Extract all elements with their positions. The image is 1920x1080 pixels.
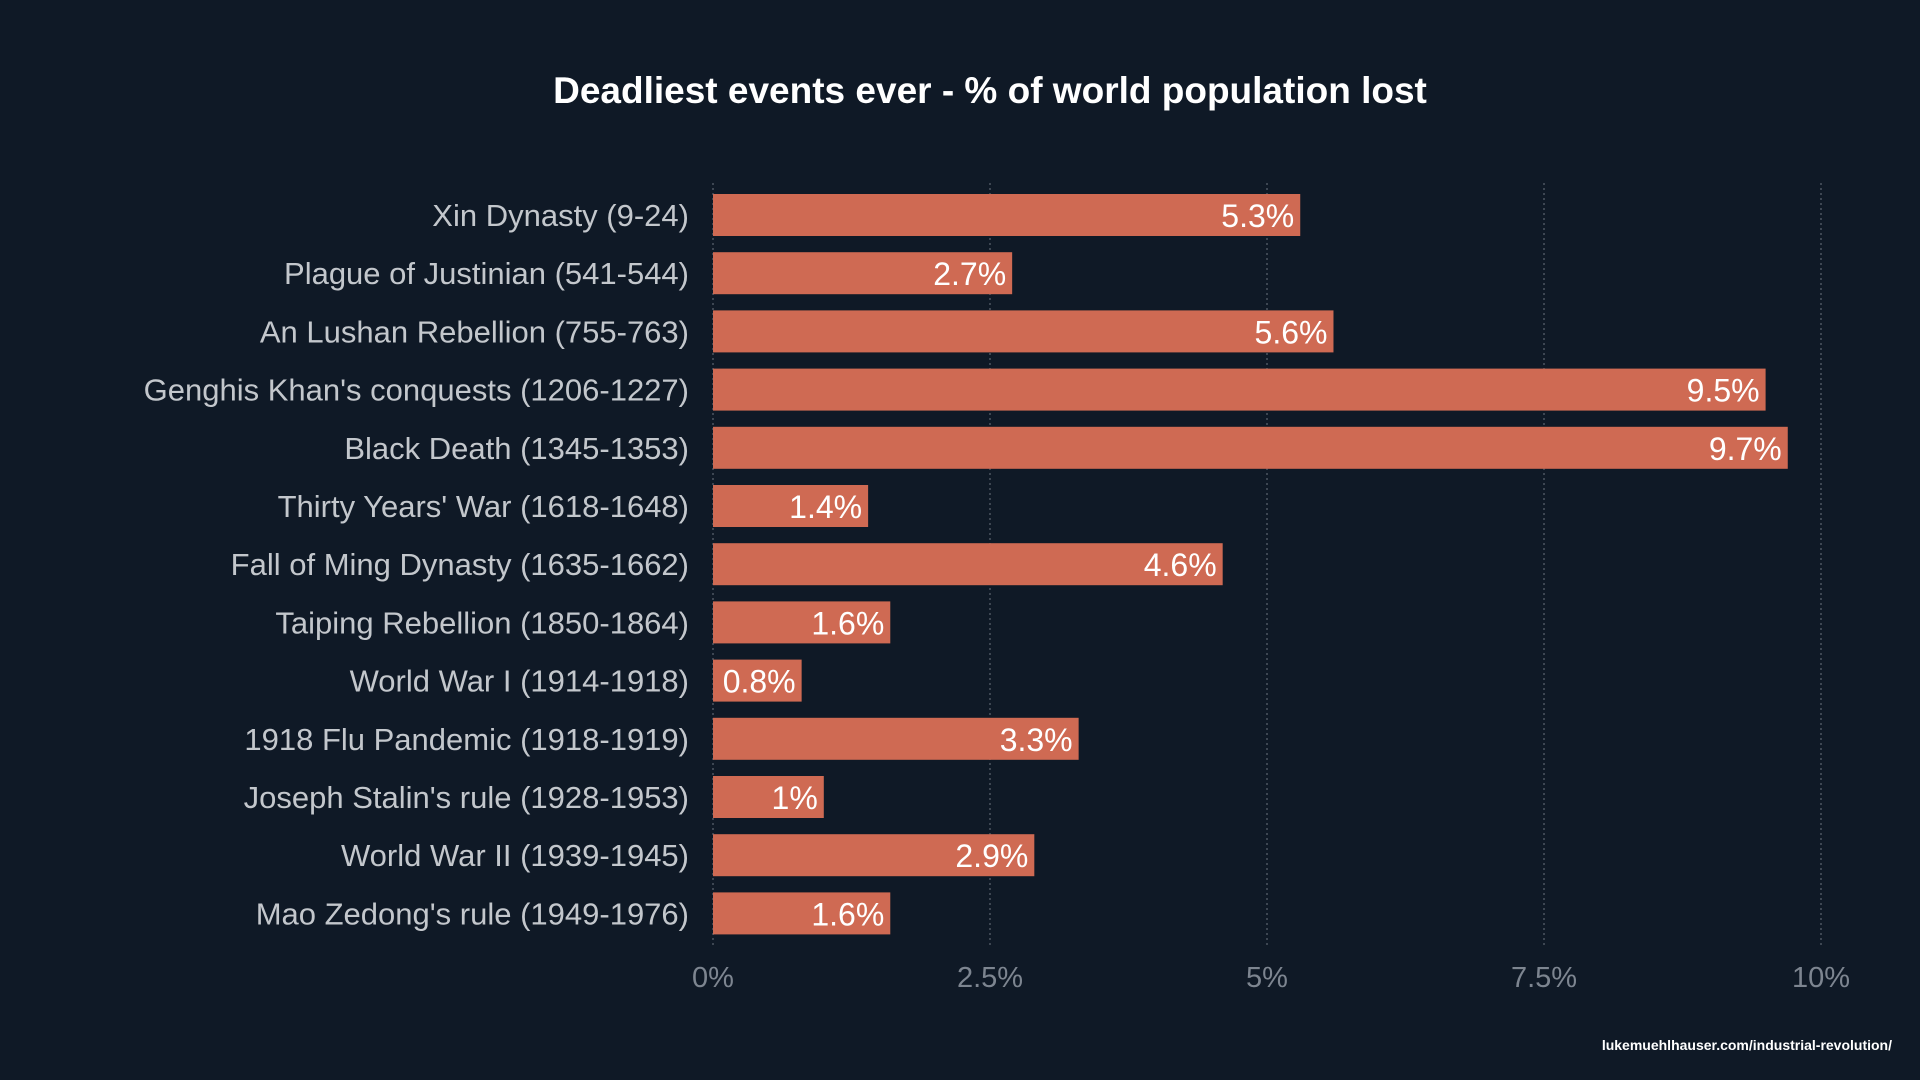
value-labels: 5.3% 2.7% 5.6% 9.5% 9.7% 1.4% 4.6% 1.6% 0.8% 3.3%… <box>723 198 1782 932</box>
value-label: 3.3% <box>1000 722 1073 758</box>
x-tick-label: 2.5% <box>957 962 1023 994</box>
value-label: 5.3% <box>1221 198 1294 234</box>
value-label: 1% <box>772 780 818 816</box>
bar <box>713 368 1766 411</box>
bar <box>713 543 1223 586</box>
value-label: 2.7% <box>933 256 1006 292</box>
x-tick-label: 10% <box>1792 962 1850 994</box>
value-label: 9.5% <box>1687 373 1760 409</box>
category-label: Taiping Rebellion (1850-1864) <box>275 605 689 640</box>
category-label: Black Death (1345-1353) <box>344 431 689 466</box>
value-label: 4.6% <box>1144 547 1217 583</box>
bar <box>713 834 1035 877</box>
value-label: 0.8% <box>723 664 796 700</box>
value-label: 2.9% <box>955 838 1028 874</box>
category-label: World War I (1914-1918) <box>350 664 689 699</box>
bars <box>713 194 1788 935</box>
category-label: 1918 Flu Pandemic (1918-1919) <box>244 722 689 757</box>
value-label: 9.7% <box>1709 431 1782 467</box>
bar <box>713 601 891 644</box>
x-tick-label: 5% <box>1246 962 1288 994</box>
category-label: Genghis Khan's conquests (1206-1227) <box>144 373 689 408</box>
category-label: Xin Dynasty (9-24) <box>432 198 689 233</box>
category-labels: Xin Dynasty (9-24) Plague of Justinian (5… <box>144 198 689 931</box>
category-label: Joseph Stalin's rule (1928-1953) <box>244 780 689 815</box>
x-tick-label: 0% <box>692 962 734 994</box>
value-label: 1.6% <box>811 605 884 641</box>
bar <box>713 485 869 527</box>
value-label: 1.6% <box>811 896 884 932</box>
bar <box>713 252 1013 295</box>
value-label: 5.6% <box>1255 314 1328 350</box>
bar <box>713 310 1334 353</box>
value-label: 1.4% <box>789 489 862 525</box>
category-label: World War II (1939-1945) <box>341 838 689 873</box>
category-label: Plague of Justinian (541-544) <box>284 256 689 291</box>
x-tick-labels: 0% 2.5% 5% 7.5% 10% <box>692 962 1850 994</box>
category-label: Fall of Ming Dynasty (1635-1662) <box>231 547 689 582</box>
category-label: Thirty Years' War (1618-1648) <box>278 489 689 524</box>
chart-title: Deadliest events ever - % of world popul… <box>553 70 1427 111</box>
bar <box>713 426 1788 469</box>
category-label: Mao Zedong's rule (1949-1976) <box>256 896 689 931</box>
x-tick-label: 7.5% <box>1511 962 1577 994</box>
bar <box>713 892 891 935</box>
category-label: An Lushan Rebellion (755-763) <box>260 314 689 349</box>
source-credit: lukemuehlhauser.com/industrial-revolutio… <box>1601 1037 1892 1053</box>
bar <box>713 194 1301 236</box>
bar <box>713 659 802 702</box>
bar <box>713 776 824 818</box>
bar <box>713 717 1079 760</box>
